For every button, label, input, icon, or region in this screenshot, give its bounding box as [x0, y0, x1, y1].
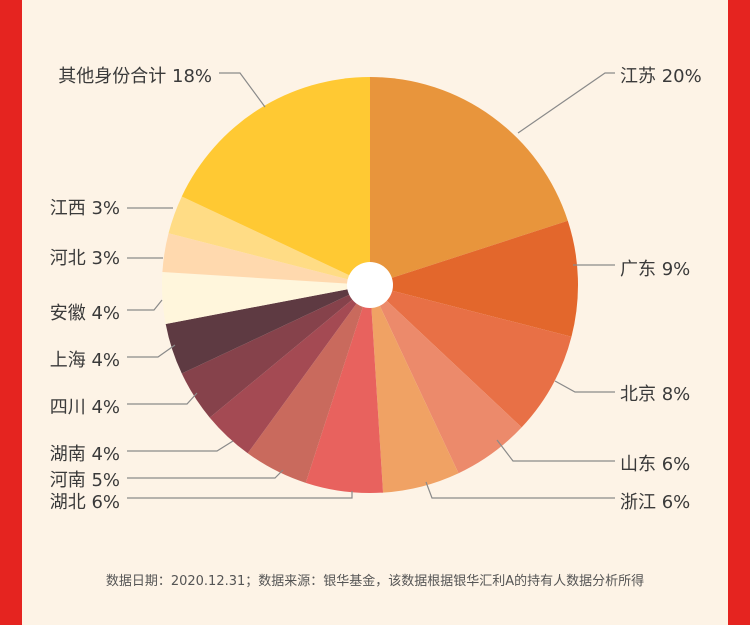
slice-label-山东: 山东 6%: [620, 454, 690, 475]
slice-label-江西: 江西 3%: [50, 198, 120, 219]
pie-slice-安徽: [162, 271, 370, 324]
slice-label-其他身份合计: 其他身份合计 18%: [58, 66, 212, 87]
pie-slice-河北: [162, 233, 370, 285]
slice-label-湖北: 湖北 6%: [50, 492, 120, 513]
pie-slice-广东: [370, 220, 578, 337]
leader-line-上海: [127, 344, 176, 358]
slice-label-四川: 四川 4%: [50, 397, 120, 418]
slice-label-安徽: 安徽 4%: [50, 303, 120, 324]
leader-line-河南: [127, 469, 284, 479]
pie-slice-北京: [370, 285, 572, 428]
slice-label-湖南: 湖南 4%: [50, 444, 120, 465]
pie-center-hole: [347, 262, 393, 308]
leader-line-四川: [127, 392, 198, 405]
leader-line-湖北: [127, 491, 353, 499]
left-red-border: [0, 0, 22, 625]
pie-slice-湖北: [305, 285, 384, 494]
slice-label-浙江: 浙江 6%: [620, 492, 690, 513]
slice-label-上海: 上海 4%: [50, 350, 120, 371]
pie-slice-四川: [181, 285, 370, 418]
pie-slice-江苏: [370, 77, 568, 285]
pie-slice-江西: [168, 196, 370, 285]
leader-line-浙江: [425, 481, 615, 499]
slice-label-河北: 河北 3%: [50, 248, 120, 269]
footnote: 数据日期：2020.12.31；数据来源：银华基金，该数据根据银华汇利A的持有人…: [105, 574, 645, 589]
slice-label-广东: 广东 9%: [620, 259, 690, 280]
pie-slice-浙江: [370, 285, 459, 493]
leader-line-安徽: [127, 299, 163, 311]
leader-line-北京: [554, 380, 615, 393]
slice-label-河南: 河南 5%: [50, 470, 120, 491]
pie-slice-其他身份合计: [181, 77, 370, 285]
pie-slice-山东: [370, 285, 522, 474]
slice-label-江苏: 江苏 20%: [620, 66, 702, 87]
pie-chart: 江苏 20% 广东 9% 北京 8% 山东 6% 浙江 6% 湖北 6%河南 5% 湖南 4…: [50, 66, 702, 513]
pie-slice-上海: [165, 285, 370, 374]
leader-line-山东: [496, 439, 615, 462]
leader-line-其他身份合计: [219, 72, 266, 108]
right-red-border: [728, 0, 750, 625]
leader-line-江苏: [517, 72, 615, 134]
slice-label-北京: 北京 8%: [620, 384, 690, 405]
pie-slice-河南: [247, 285, 370, 483]
leader-line-湖南: [127, 440, 234, 452]
pie-slice-湖南: [209, 285, 370, 454]
